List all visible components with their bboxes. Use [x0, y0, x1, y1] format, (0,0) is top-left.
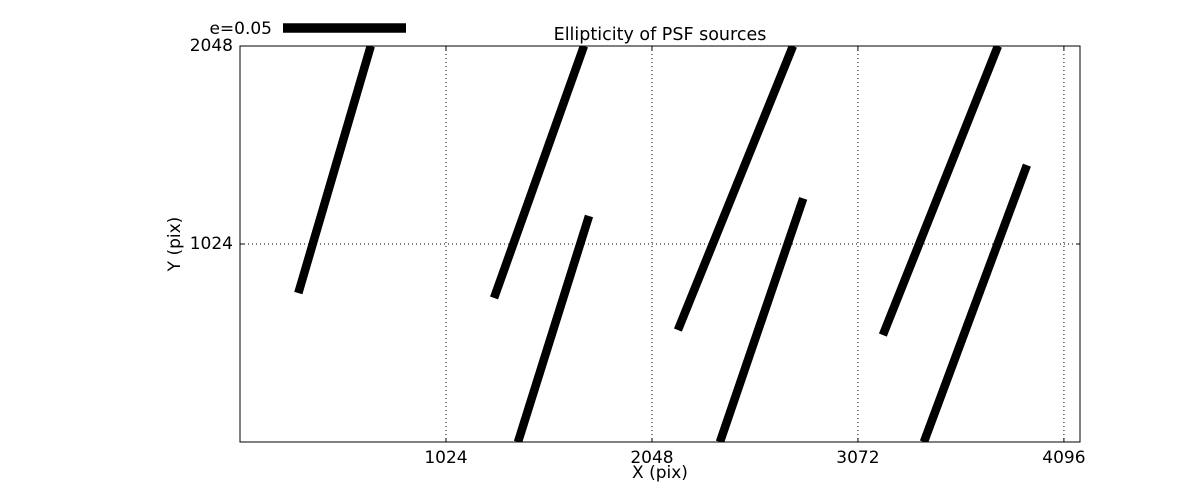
axes-frame-group	[239, 45, 1081, 443]
ellipticity-stick	[919, 163, 1031, 442]
x-tick-label: 1024	[424, 448, 467, 468]
y-tick-label: 1024	[190, 234, 233, 254]
x-tick-label: 2048	[630, 448, 673, 468]
y-tick-label: 2048	[190, 36, 233, 56]
x-axis-label: X (pix)	[632, 463, 688, 483]
ellipticity-stick	[673, 46, 797, 332]
ellipticity-stick	[490, 46, 588, 300]
x-tick-label: 3072	[836, 448, 879, 468]
ellipticity-stick	[715, 196, 808, 442]
ellipticity-stick	[878, 46, 1002, 337]
chart-title: Ellipticity of PSF sources	[554, 25, 767, 45]
ellipticity-sticks-group	[294, 46, 1031, 442]
gridlines-group	[240, 45, 1080, 442]
tick-labels-group: 1024 2048 3072 4096 1024 2048	[190, 36, 1086, 468]
y-axis-label: Y (pix)	[165, 217, 185, 273]
x-tick-label: 4096	[1042, 448, 1085, 468]
ellipticity-stick	[294, 46, 375, 295]
legend-label: e=0.05	[209, 19, 272, 39]
ellipticity-stick	[513, 214, 594, 442]
